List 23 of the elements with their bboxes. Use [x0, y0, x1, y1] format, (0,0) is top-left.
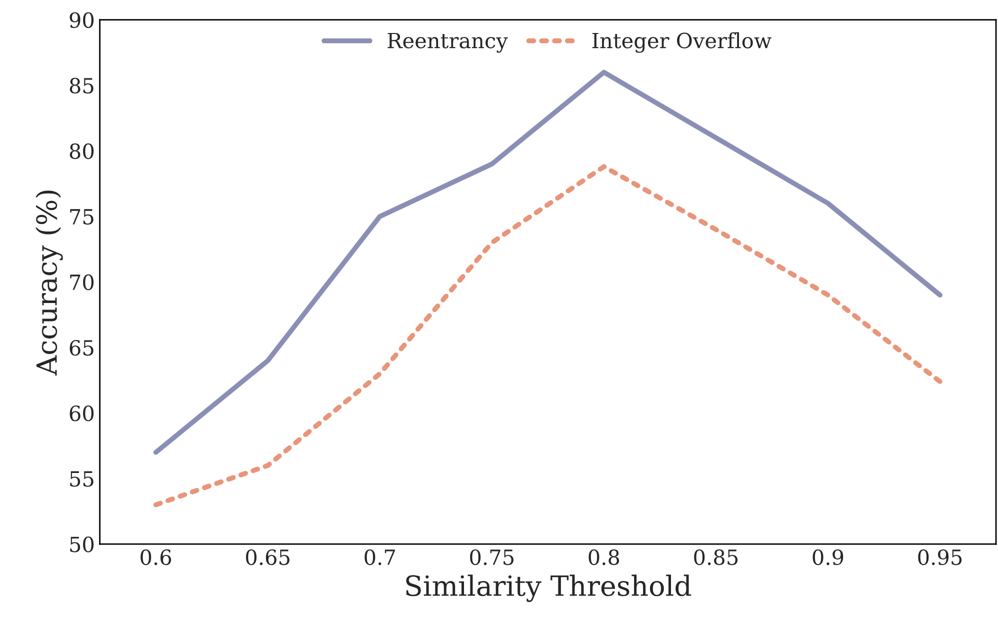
x-tick-label: 0.65 — [246, 549, 290, 566]
x-tick-label: 0.75 — [470, 549, 514, 566]
y-tick-label: 65 — [70, 340, 94, 356]
legend-label: Integer Overflow — [592, 32, 772, 53]
legend-label: Reentrancy — [388, 32, 508, 53]
x-axis-title: Similarity Threshold — [406, 574, 692, 602]
y-tick-label: 70 — [70, 274, 94, 290]
y-tick-label: 60 — [70, 405, 94, 422]
y-tick-label: 50 — [70, 536, 94, 552]
y-axis-title: Accuracy (%) — [36, 190, 63, 376]
y-tick-label: 90 — [70, 12, 94, 28]
line-series — [153, 164, 942, 508]
y-tick-label: 75 — [70, 209, 94, 225]
x-tick-label: 0.6 — [140, 549, 172, 566]
y-tick-label: 80 — [70, 143, 94, 160]
x-tick-label: 0.85 — [694, 549, 738, 566]
y-tick-label: 85 — [70, 78, 94, 94]
line-series — [153, 70, 942, 455]
y-tick-label: 55 — [70, 471, 94, 487]
x-tick-label: 0.95 — [918, 549, 962, 566]
x-tick-label: 0.8 — [588, 549, 620, 566]
x-tick-label: 0.7 — [364, 549, 395, 566]
x-tick-label: 0.9 — [812, 549, 844, 566]
